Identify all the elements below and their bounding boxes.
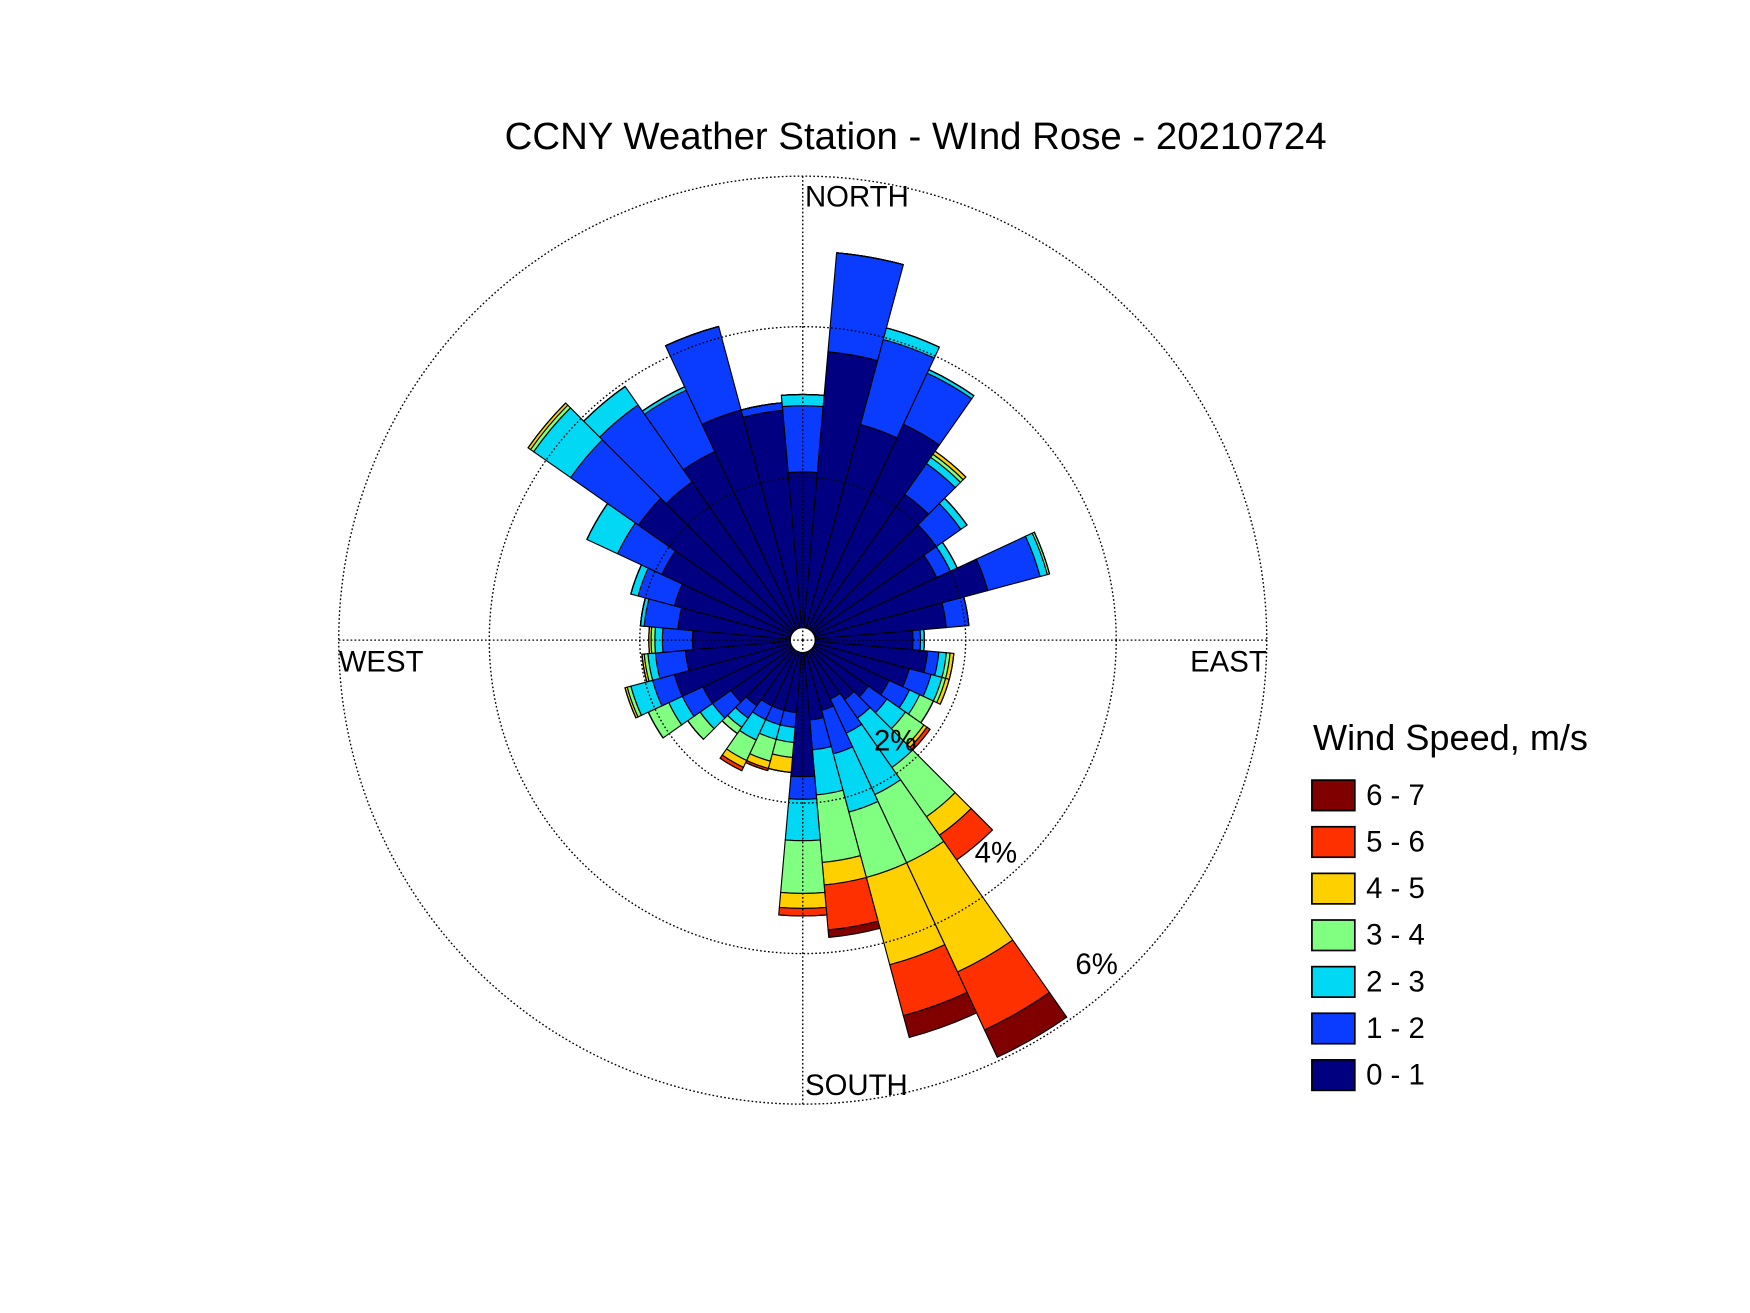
wind-segment — [781, 405, 824, 474]
wind-segment — [902, 991, 978, 1039]
direction-label: SOUTH — [805, 1069, 908, 1102]
wind-segment — [983, 991, 1068, 1059]
wind-segment — [778, 906, 828, 917]
wind-segment — [827, 920, 881, 939]
direction-label: EAST — [1190, 646, 1267, 679]
legend-label: 4 - 5 — [1366, 872, 1425, 905]
wind-segment — [928, 369, 975, 397]
legend-swatch — [1311, 872, 1356, 905]
legend-swatch — [1311, 1059, 1356, 1092]
radial-tick-label: 2% — [874, 725, 916, 758]
legend-label: 2 - 3 — [1366, 965, 1425, 998]
wind-segment — [780, 393, 825, 408]
wedges — [527, 252, 1068, 1059]
wind-segment — [624, 687, 637, 719]
legend-swatch — [1311, 919, 1356, 952]
chart-title: CCNY Weather Station - WInd Rose - 20210… — [505, 115, 1327, 158]
wind-segment — [740, 402, 783, 411]
legend-title: Wind Speed, m/s — [1313, 717, 1588, 758]
legend-swatch — [1311, 1012, 1356, 1045]
radial-tick-label: 6% — [1075, 948, 1117, 981]
legend-label: 3 - 4 — [1366, 919, 1425, 952]
direction-label: NORTH — [805, 180, 909, 213]
direction-label: WEST — [339, 646, 424, 679]
legend-label: 5 - 6 — [1366, 825, 1425, 858]
legend-label: 1 - 2 — [1366, 1012, 1425, 1045]
wind-segment — [778, 914, 827, 917]
wind-segment — [648, 626, 650, 654]
legend-swatch — [1311, 779, 1356, 812]
wind-segment — [665, 325, 719, 347]
legend-label: 0 - 1 — [1366, 1059, 1425, 1092]
legend-swatch — [1311, 965, 1356, 998]
legend-swatch — [1311, 825, 1356, 859]
radial-tick-label: 4% — [975, 836, 1017, 869]
legend-label: 6 - 7 — [1366, 779, 1425, 812]
